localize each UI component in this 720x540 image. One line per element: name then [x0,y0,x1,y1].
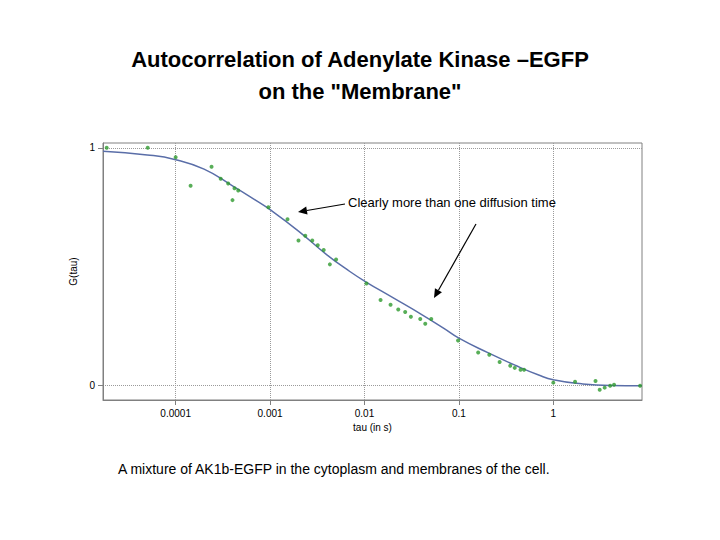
svg-text:A mixture of AK1b-EGFP in the: A mixture of AK1b-EGFP in the cytoplasm … [118,461,550,477]
svg-text:on the "Membrane": on the "Membrane" [259,79,462,104]
svg-text:Clearly more than one diffusio: Clearly more than one diffusion time [348,195,556,210]
svg-text:1: 1 [551,408,557,419]
svg-text:Autocorrelation of Adenylate K: Autocorrelation of Adenylate Kinase –EGF… [131,47,589,72]
svg-text:0.01: 0.01 [355,408,375,419]
svg-text:tau (in s): tau (in s) [353,422,392,433]
svg-text:1: 1 [89,142,95,153]
svg-text:0.0001: 0.0001 [160,408,191,419]
svg-text:G(tau): G(tau) [68,257,79,285]
svg-text:0.1: 0.1 [452,408,466,419]
svg-text:0.001: 0.001 [258,408,283,419]
svg-text:0: 0 [89,380,95,391]
